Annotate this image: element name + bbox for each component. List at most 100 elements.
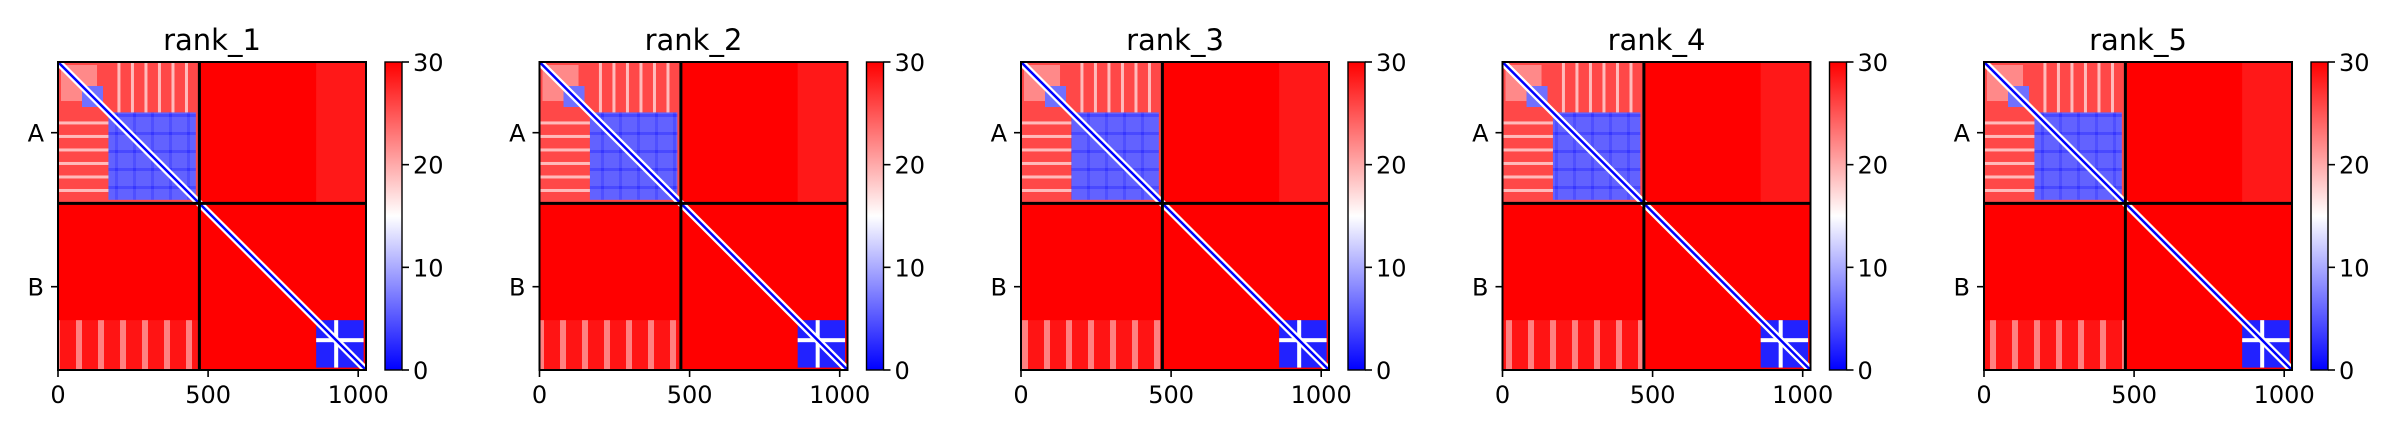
colorbar-tick-label: 30 — [895, 49, 926, 77]
diagonal-line — [1984, 62, 2292, 370]
chain-a-strip — [1134, 62, 1138, 113]
heatmap-panel-1: rank_1 A B 0 500 1000 0 10 20 30 — [28, 23, 444, 409]
chain-a-strip — [1561, 62, 1565, 113]
chain-a-strip — [58, 134, 109, 138]
chain-a-strip — [1021, 134, 1072, 138]
chain-a-strip — [2083, 62, 2087, 113]
heatmap-panel-2: rank_2 A B 0 500 1000 0 10 20 30 — [509, 23, 925, 409]
chain-a-strip — [1147, 62, 1151, 113]
chain-a-strip — [1093, 62, 1097, 113]
chain-a-strip — [1575, 62, 1579, 113]
colorbar — [1347, 61, 1366, 371]
heatmap-cells — [58, 62, 366, 370]
colorbar-tick-label: 10 — [895, 254, 926, 282]
colorbar-tick-label: 30 — [2339, 49, 2370, 77]
x-tick-label: 500 — [185, 381, 231, 409]
chain-a-strip — [612, 62, 616, 113]
y-tick-label: B — [509, 274, 525, 302]
chain-a-strip — [639, 62, 643, 113]
chain-a-strip — [1120, 62, 1124, 113]
chain-a-strip — [1984, 148, 2035, 152]
chain-a-strip — [539, 134, 590, 138]
chain-a-strip — [157, 62, 161, 113]
axes-frame — [1020, 61, 1330, 371]
inter-chain-stripes — [1502, 320, 1644, 370]
chain-a-strip — [539, 148, 590, 152]
x-tick-label: 1000 — [1772, 381, 1833, 409]
colorbar — [865, 61, 885, 371]
heatmap-panel-5: rank_5 A B 0 500 1000 0 10 20 30 — [1954, 23, 2370, 409]
axes-frame — [538, 61, 849, 371]
inter-chain-stripes — [539, 320, 681, 370]
diagonal-line — [58, 62, 366, 370]
chain-a-strip — [2043, 62, 2047, 113]
chain-a-strip — [1629, 62, 1633, 113]
colorbar-tick-label: 0 — [1376, 357, 1391, 385]
inter-chain-stripes — [58, 320, 200, 370]
chain-a-strip — [598, 62, 602, 113]
x-tick-label: 1000 — [1291, 381, 1352, 409]
colorbar — [384, 61, 403, 371]
colorbar-tick-label: 20 — [1376, 152, 1407, 180]
chain-a-strip — [1502, 121, 1553, 125]
x-tick-label: 1000 — [2254, 381, 2315, 409]
chain-a-strip — [1021, 188, 1072, 192]
y-tick-label: B — [991, 274, 1007, 302]
chain-a-strip — [652, 62, 656, 113]
colorbar-tick-label: 0 — [413, 357, 428, 385]
inter-chain-stripes-upper — [2242, 62, 2292, 204]
y-tick-label: A — [1472, 120, 1489, 148]
panel-title: rank_5 — [2089, 23, 2187, 57]
axes-frame — [1501, 61, 1812, 371]
inter-chain-stripes-upper — [1760, 62, 1811, 204]
colorbar-tick-label: 30 — [1376, 49, 1407, 77]
colorbar-tick-label: 10 — [413, 254, 444, 282]
heatmap-panel-3: rank_3 A B 0 500 1000 0 10 20 30 — [991, 23, 1407, 409]
chain-a-strip — [539, 161, 590, 165]
chain-a-strip — [1984, 175, 2035, 179]
panel-title: rank_3 — [1126, 23, 1224, 57]
chain-a-strip — [666, 62, 670, 113]
colorbar-tick-label: 0 — [2339, 357, 2354, 385]
chain-a-strip — [144, 62, 148, 113]
chain-a-strip — [130, 62, 134, 113]
colorbar-tick-label: 0 — [895, 357, 910, 385]
axes-frame — [1983, 61, 2293, 371]
colorbar-tick-label: 20 — [2339, 152, 2370, 180]
heatmap-cells — [1502, 62, 1811, 370]
panel-title: rank_2 — [645, 23, 743, 57]
x-tick-label: 500 — [667, 381, 713, 409]
y-tick-label: A — [509, 120, 526, 148]
chain-a-strip — [1080, 62, 1084, 113]
chain-a-strip — [539, 188, 590, 192]
inter-chain-stripes-upper — [1279, 62, 1329, 204]
chain-a-strip — [1107, 62, 1111, 113]
colorbar-tick-label: 10 — [1858, 254, 1889, 282]
y-tick-label: A — [991, 120, 1008, 148]
chain-a-strip — [1021, 175, 1072, 179]
chain-a-strip — [1615, 62, 1619, 113]
y-tick-label: B — [1954, 274, 1970, 302]
inter-chain-stripes-upper — [316, 62, 366, 204]
chain-a-strip — [171, 62, 175, 113]
colorbar-tick-label: 20 — [413, 152, 444, 180]
colorbar — [2310, 61, 2329, 371]
colorbar-tick-label: 10 — [1376, 254, 1407, 282]
heatmap-panel-4: rank_4 A B 0 500 1000 0 10 20 30 — [1472, 23, 1888, 409]
inter-chain-stripes — [1021, 320, 1163, 370]
x-tick-label: 500 — [1630, 381, 1676, 409]
chain-a-strip — [1502, 175, 1553, 179]
chain-a-strip — [58, 188, 109, 192]
x-tick-label: 500 — [2111, 381, 2157, 409]
panel-title: rank_4 — [1608, 23, 1706, 57]
diagonal-line — [1021, 62, 1329, 370]
colorbar-tick-label: 30 — [413, 49, 444, 77]
chain-a-strip — [1502, 188, 1553, 192]
y-tick-label: B — [1472, 274, 1488, 302]
x-tick-label: 0 — [50, 381, 65, 409]
x-tick-label: 0 — [1495, 381, 1510, 409]
chain-a-strip — [1502, 148, 1553, 152]
chain-a-strip — [2110, 62, 2114, 113]
x-tick-label: 0 — [1976, 381, 1991, 409]
